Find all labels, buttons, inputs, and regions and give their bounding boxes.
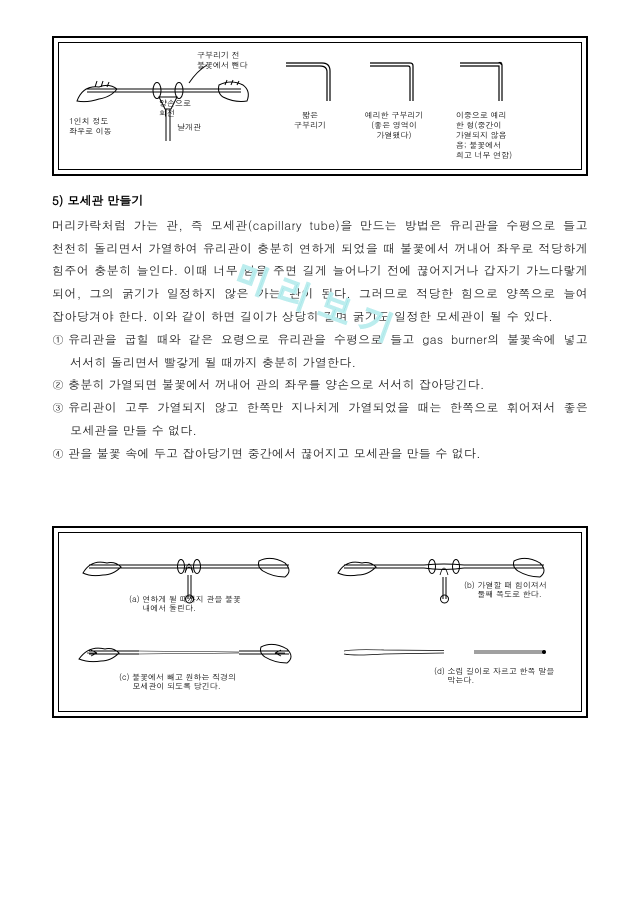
list-text-2: 충분히 가열되면 불꽃에서 꺼내어 관의 좌우를 양손으로 서서히 잡아당긴다. — [68, 376, 485, 393]
fig1-bend-1: 짧은 구부리기 — [277, 51, 343, 131]
figure-1-frame: 구부리기 전 불꽃에서 뺀다 양손으로 회전 1인치 정도 좌우로 이동 날개관… — [52, 36, 588, 176]
list-num-4: ④ — [52, 443, 68, 466]
figure-2: (a) 연하게 될 때까지 관을 불꽃 내에서 돌린다. — [58, 532, 582, 712]
fig1-label-d: 날개관 — [177, 123, 201, 133]
fig1-label-a: 구부리기 전 불꽃에서 뺀다 — [197, 51, 248, 71]
list-text-3: 유리관이 고루 가열되지 않고 한쪽만 지나치게 가열되었을 때는 한쪽으로 휘… — [68, 399, 588, 439]
fig2-panel-b: (b) 가열할 때 힘이져서 둘째 쪽도로 한다. — [324, 541, 571, 619]
list-item-4: ④관을 불꽃 속에 두고 잡아당기면 중간에서 끊어지고 모세관을 만들 수 없… — [52, 443, 588, 466]
list-item-1: ①유리관을 굽힐 때와 같은 요령으로 유리관을 수평으로 들고 gas bur… — [52, 329, 588, 375]
fig1-bend-2: 예리한 구부리기 (좋은 영역이 가열됐다) — [361, 51, 427, 141]
fig2-cap-a: (a) 연하게 될 때까지 관을 불꽃 내에서 돌린다. — [129, 595, 241, 614]
list-num-1: ① — [52, 329, 68, 352]
fig2-panel-c: (c) 불꽃에서 빼고 원하는 직경의 모세관이 되도록 당긴다. — [69, 625, 316, 703]
paragraph-body: 머리카락처럼 가는 관, 즉 모세관(capillary tube)을 만드는 … — [52, 215, 588, 329]
figure-1-hands-illustration: 구부리기 전 불꽃에서 뺀다 양손으로 회전 1인치 정도 좌우로 이동 날개관 — [69, 51, 259, 143]
list-text-1: 유리관을 굽힐 때와 같은 요령으로 유리관을 수평으로 들고 gas burn… — [68, 331, 588, 371]
fig2-cap-c: (c) 불꽃에서 빼고 원하는 직경의 모세관이 되도록 당긴다. — [119, 673, 236, 692]
fig1-bend1-label: 짧은 구부리기 — [294, 111, 326, 131]
list-item-2: ②충분히 가열되면 불꽃에서 꺼내어 관의 좌우를 양손으로 서서히 잡아당긴다… — [52, 374, 588, 397]
fig1-bend2-label: 예리한 구부리기 (좋은 영역이 가열됐다) — [365, 111, 424, 141]
figure-1: 구부리기 전 불꽃에서 뺀다 양손으로 회전 1인치 정도 좌우로 이동 날개관… — [58, 42, 582, 170]
fig1-bend3-label: 이중으로 예리 한 형(중간이 가열되지 않음 음; 불꽃에서 희고 너무 연함… — [456, 111, 512, 161]
list-num-2: ② — [52, 374, 68, 397]
fig1-bend-3: 이중으로 예리 한 형(중간이 가열되지 않음 음; 불꽃에서 희고 너무 연함… — [445, 51, 523, 161]
fig1-label-c: 1인치 정도 좌우로 이동 — [69, 117, 112, 137]
list-item-3: ③유리관이 고루 가열되지 않고 한쪽만 지나치게 가열되었을 때는 한쪽으로 … — [52, 397, 588, 443]
fig1-label-b: 양손으로 회전 — [159, 99, 191, 119]
list-num-3: ③ — [52, 397, 68, 420]
list-text-4: 관을 불꽃 속에 두고 잡아당기면 중간에서 끊어지고 모세관을 만들 수 없다… — [68, 445, 481, 462]
fig2-cap-d: (d) 소립 길이로 자르고 한쪽 말을 막는다. — [434, 667, 554, 686]
section-heading: 5) 모세관 만들기 — [52, 190, 588, 213]
fig2-panel-d: (d) 소립 길이로 자르고 한쪽 말을 막는다. — [324, 625, 571, 703]
fig2-cap-b: (b) 가열할 때 힘이져서 둘째 쪽도로 한다. — [464, 581, 547, 600]
fig2-panel-a: (a) 연하게 될 때까지 관을 불꽃 내에서 돌린다. — [69, 541, 316, 619]
figure-2-frame: (a) 연하게 될 때까지 관을 불꽃 내에서 돌린다. — [52, 526, 588, 718]
